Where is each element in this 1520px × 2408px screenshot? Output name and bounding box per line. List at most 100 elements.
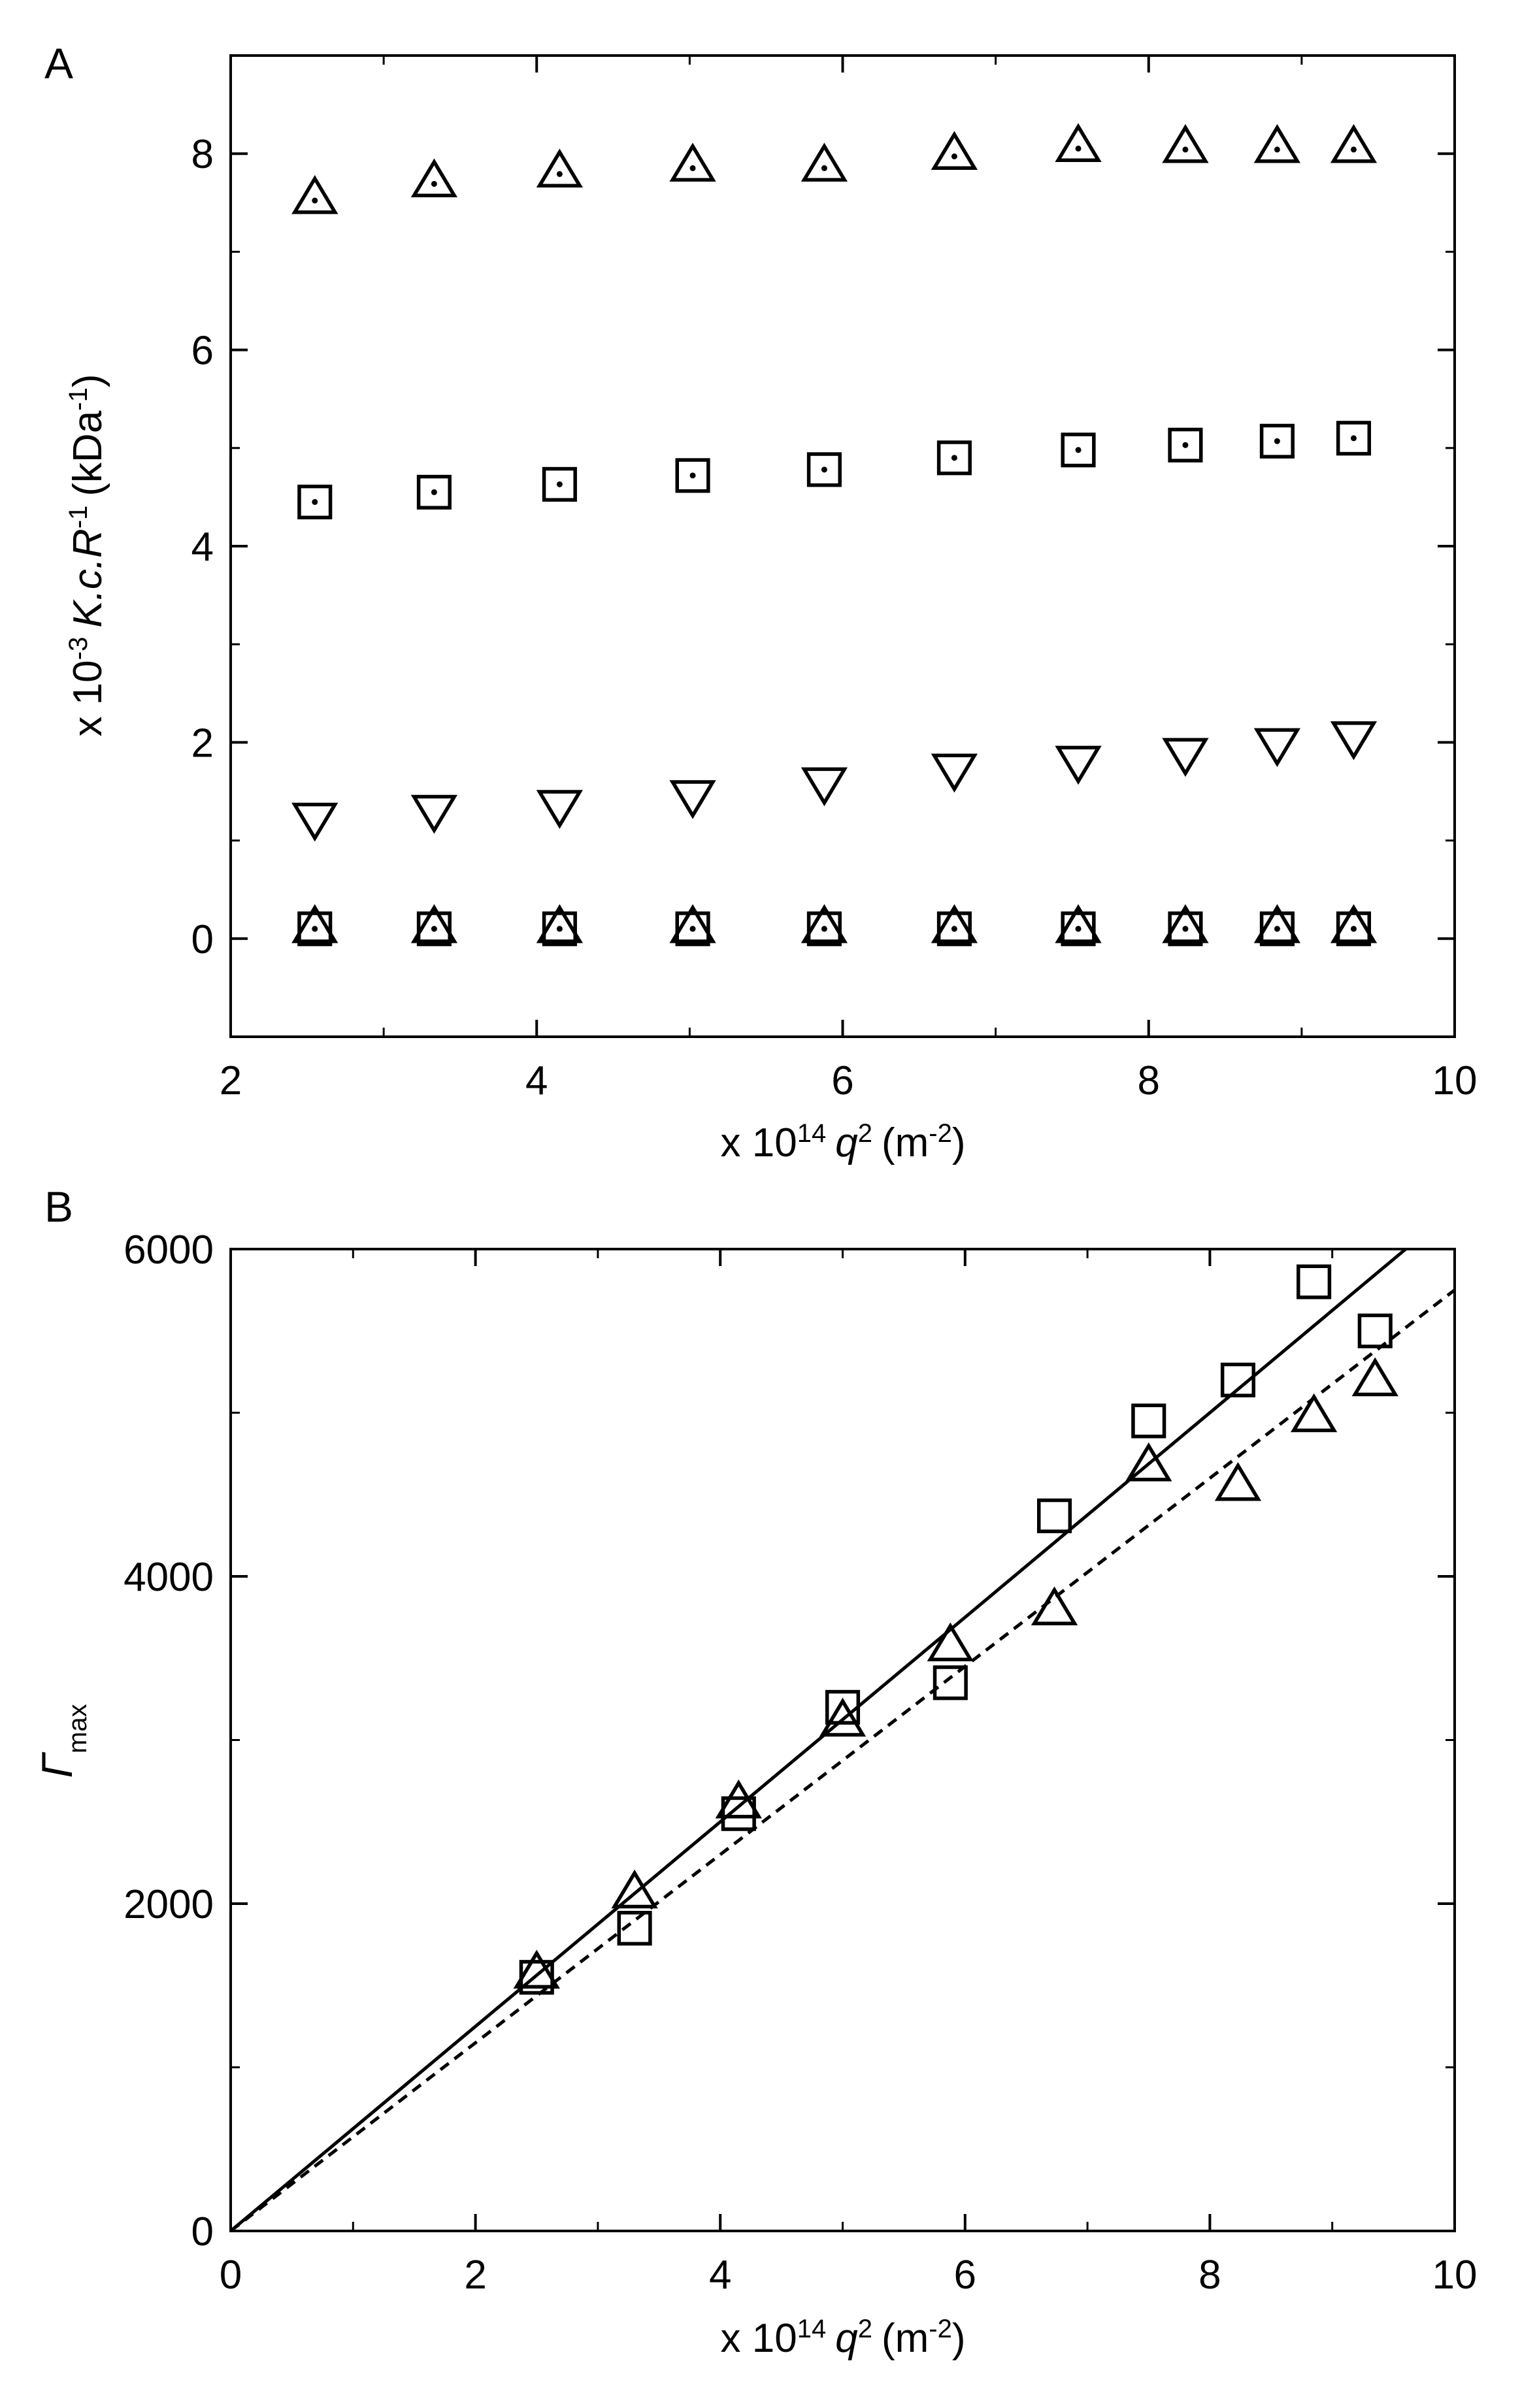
fit-lines-b [229,1248,1456,2232]
data-point-square-dot [806,911,842,947]
x-tick-label: 8 [1198,2253,1221,2298]
data-point-square-dot [1259,423,1295,459]
x-tick-label: 2 [220,1058,242,1103]
plot-frame-b [229,1248,1456,2232]
x-tick-label: 2 [464,2253,486,2298]
data-point-square-dot [1168,427,1203,463]
y-tick-label: 6 [191,329,214,374]
data-point-square-dot-dot [1274,926,1280,932]
data-point-triangle-down [669,780,716,819]
data-point-triangle-up-dot [801,142,848,182]
data-point-triangle-up-dot-dot [1075,145,1082,152]
data-point-triangle-up-dot-dot [689,165,696,171]
y-tick-label: 6000 [124,1228,214,1273]
data-point-triangle-up-dot [1055,123,1102,162]
axis-ticks-a: 2 4 6 8 10 0 2 4 6 8 [191,56,1478,1103]
data-point-square-dot [936,911,972,947]
data-point-square-dot [1259,911,1295,947]
panel-label-a: A [44,39,73,88]
data-point-square-dot-dot [951,455,957,461]
data-marks-b [513,1264,1398,1995]
data-point-triangle-up [611,1869,658,1909]
data-point-square [1036,1498,1072,1533]
data-point-triangle-up-dot-dot [1182,146,1189,153]
x-tick-label: 6 [954,2253,976,2298]
data-point-square-dot [1336,421,1372,456]
data-point-triangle-up-dot-dot [821,165,827,171]
data-point-square [1220,1362,1256,1397]
y-axis-label-a: x 10-3K.c.R-1(kDa-1) [64,374,110,736]
data-point-triangle-up-dot [536,148,584,188]
data-point-triangle-up-dot [291,175,339,214]
data-point-triangle-up [1290,1393,1338,1433]
data-point-square-dot-dot [951,926,957,932]
data-point-triangle-up-dot [1162,123,1209,163]
fit-line-solid [229,1248,1407,2232]
data-point-triangle-down [801,767,848,807]
data-point-square-dot [542,911,577,947]
data-point-triangle-down [536,790,584,829]
data-point-square-dot [675,458,710,493]
data-point-triangle-up [513,1949,560,1989]
data-point-square-dot [675,911,710,947]
data-point-square-dot-dot [556,926,563,932]
data-point-square-dot [806,452,842,487]
x-tick-label: 0 [220,2253,242,2298]
data-point-square-dot [1061,911,1096,947]
data-point-square-dot-dot [1182,926,1189,932]
data-point-square-dot-dot [1182,442,1189,448]
data-point-square-dot-dot [821,466,827,473]
data-point-square [825,1689,861,1725]
data-point-triangle-up-dot [410,158,458,198]
x-tick-label: 4 [709,2253,731,2298]
data-point-square-dot [416,474,452,510]
x-tick-label: 6 [831,1058,853,1103]
data-point-triangle-up [715,1779,762,1819]
data-point-square-dot [1168,911,1203,947]
data-point-triangle-down [1055,745,1102,785]
data-point-square-dot [416,911,452,947]
x-tick-label: 10 [1432,2253,1478,2298]
x-tick-label: 8 [1138,1058,1160,1103]
data-point-triangle-up [669,904,716,943]
data-point-square-dot-dot [312,926,318,932]
data-point-square-dot-dot [1075,926,1082,932]
data-point-square-dot [1061,432,1096,468]
data-point-square-dot [1336,911,1372,947]
data-point-triangle-up [1162,904,1209,943]
x-tick-label: 10 [1432,1058,1478,1103]
x-tick-label: 4 [525,1058,548,1103]
data-point-triangle-down [410,794,458,834]
data-point-triangle-up [1214,1461,1262,1501]
x-axis-label-a: x 1014 q2 (m-2) [721,1119,966,1165]
data-point-triangle-up [1351,1357,1398,1397]
data-point-square [1131,1403,1166,1439]
data-point-triangle-up [931,904,978,943]
x-axis-label-b: x 1014 q2 (m-2) [721,2315,966,2361]
data-point-square-dot-dot [1350,435,1357,442]
data-point-triangle-up-dot-dot [312,197,318,204]
data-point-square-dot-dot [1274,438,1280,444]
data-point-triangle-down [1162,738,1209,777]
data-point-square-dot-dot [821,926,827,932]
data-point-triangle-up-dot-dot [1274,146,1280,153]
data-point-square-dot-dot [431,926,437,932]
y-tick-label: 4 [191,525,214,570]
data-point-triangle-up [1253,904,1301,943]
data-point-triangle-up [819,1697,867,1737]
data-point-triangle-up-dot-dot [951,153,957,159]
data-point-square-dot-dot [689,472,696,479]
data-point-triangle-down [1330,721,1378,760]
data-point-triangle-up [1055,904,1102,943]
data-point-triangle-up [927,1622,974,1662]
data-point-triangle-up [291,904,339,943]
panel-label-b: B [44,1182,73,1231]
data-point-square-dot-dot [431,489,437,495]
y-tick-label: 2 [191,721,214,766]
data-point-triangle-up-dot-dot [431,180,437,187]
data-point-triangle-up-dot-dot [1350,146,1357,153]
panel-a: A 2 4 6 8 10 0 2 4 6 8 x 1014 q2 (m-2) x 10-3K.c.R-… [44,39,1477,1165]
data-point-triangle-up [1125,1442,1172,1482]
data-point-triangle-up-dot-dot [556,171,563,177]
